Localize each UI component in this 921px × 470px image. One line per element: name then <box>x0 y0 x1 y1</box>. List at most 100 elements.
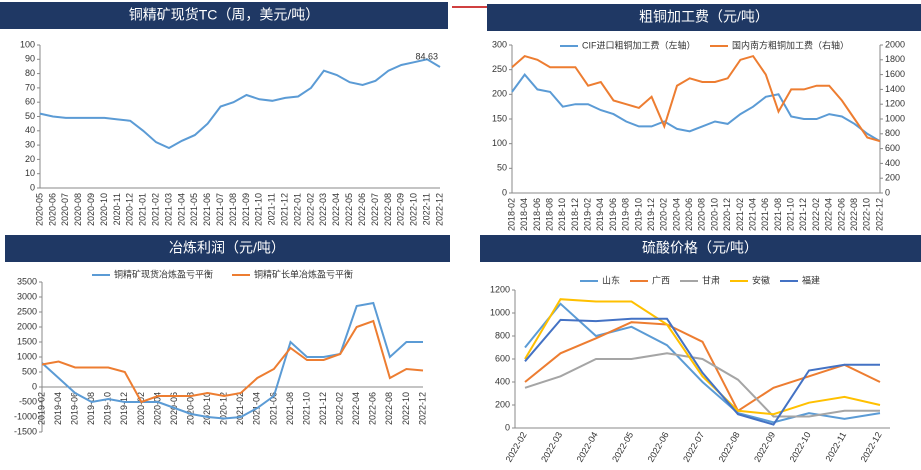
title-bar <box>5 235 450 262</box>
x-tick-label: 2022-03 <box>318 193 328 226</box>
x-tick-label: 2022-08 <box>384 392 394 425</box>
x-tick-label: 2021-02 <box>151 193 161 226</box>
legend-label: 安徽 <box>752 274 770 285</box>
x-tick-label: 2022-10 <box>401 392 411 425</box>
x-tick-label: 2022-04 <box>824 198 834 231</box>
y-tick-label: 0 <box>502 187 507 197</box>
x-tick-label: 2020-09 <box>86 193 96 226</box>
x-tick-label: 2021-04 <box>176 193 186 226</box>
x-tick-label: 2021-08 <box>228 193 238 226</box>
x-tick-label: 2021-10 <box>301 392 311 425</box>
x-tick-label: 2021-02 <box>735 198 745 231</box>
x-tick-label: 2022-07 <box>370 193 380 226</box>
legend-label: 山东 <box>602 274 620 285</box>
y2-tick-label: 800 <box>885 128 900 138</box>
chart-title: 硫酸价格（元/吨） <box>642 240 758 256</box>
y-tick-label: -500 <box>19 396 37 406</box>
y-tick-label: 1000 <box>490 307 510 317</box>
y-tick-label: 30 <box>25 139 35 149</box>
y2-tick-label: 1000 <box>885 113 905 123</box>
x-tick-label: 2020-02 <box>659 198 669 231</box>
x-tick-label: 2022-08 <box>849 198 859 231</box>
x-tick-label: 2022-06 <box>836 198 846 231</box>
y-tick-label: 600 <box>495 353 510 363</box>
x-tick-label: 2021-04 <box>747 198 757 231</box>
legend-label: 铜精矿现货冶炼盈亏平衡 <box>114 268 213 279</box>
x-tick-label: 2022-02 <box>335 392 345 425</box>
x-tick-label: 2019-12 <box>119 392 129 425</box>
y-tick-label: 0 <box>505 422 510 432</box>
y-tick-label: -1000 <box>14 411 37 421</box>
x-tick-label: 2022-05 <box>610 430 635 464</box>
title-bar <box>0 2 448 29</box>
y2-tick-label: 0 <box>885 187 890 197</box>
y-tick-label: 80 <box>25 68 35 78</box>
legend-label: CIF进口粗铜加工费（左轴） <box>582 39 696 50</box>
x-tick-label: 2021-12 <box>798 198 808 231</box>
x-tick-label: 2022-04 <box>351 392 361 425</box>
y-tick-label: 2500 <box>17 306 37 316</box>
x-tick-label: 2021-06 <box>202 193 212 226</box>
x-tick-label: 2022-04 <box>331 193 341 226</box>
x-tick-label: 2022-05 <box>344 193 354 226</box>
x-tick-label: 2022-02 <box>305 193 315 226</box>
y-tick-label: 40 <box>25 125 35 135</box>
y2-tick-label: 1200 <box>885 99 905 109</box>
x-tick-label: 2021-07 <box>215 193 225 226</box>
x-tick-label: 2021-06 <box>268 392 278 425</box>
y-tick-label: 20 <box>25 154 35 164</box>
x-tick-label: 2021-11 <box>267 193 277 225</box>
x-tick-label: 2022-11 <box>421 193 431 225</box>
y-tick-label: 0 <box>32 381 37 391</box>
y2-tick-label: 1400 <box>885 84 905 94</box>
y-tick-label: 1500 <box>17 336 37 346</box>
y-tick-label: 50 <box>25 111 35 121</box>
x-tick-label: 2021-09 <box>241 193 251 226</box>
x-tick-label: 2022-06 <box>646 430 671 464</box>
y2-tick-label: 400 <box>885 158 900 168</box>
x-tick-label: 2021-10 <box>786 198 796 231</box>
x-tick-label: 2018-02 <box>506 198 516 231</box>
x-tick-label: 2019-08 <box>621 198 631 231</box>
x-tick-label: 2020-06 <box>47 193 57 226</box>
x-tick-label: 2022-08 <box>717 430 742 464</box>
x-tick-label: 2020-05 <box>34 193 44 226</box>
y-tick-label: 400 <box>495 376 510 386</box>
x-tick-label: 2022-02 <box>811 198 821 231</box>
x-tick-label: 2018-08 <box>544 198 554 231</box>
y-tick-label: 50 <box>497 163 507 173</box>
y-tick-label: 90 <box>25 54 35 64</box>
series-line <box>524 317 880 426</box>
x-tick-label: 2022-10 <box>862 198 872 231</box>
series-line <box>511 72 881 143</box>
y-tick-label: 200 <box>492 89 507 99</box>
y2-tick-label: 600 <box>885 143 900 153</box>
y-tick-label: 0 <box>30 182 35 192</box>
chart-title: 铜精矿现货TC（周，美元/吨） <box>129 7 320 23</box>
x-tick-label: 2020-12 <box>125 193 135 226</box>
x-tick-label: 2021-08 <box>773 198 783 231</box>
series-line <box>41 301 423 420</box>
x-tick-label: 2022-03 <box>539 430 564 464</box>
legend-label: 铜精矿长单冶炼盈亏平衡 <box>254 268 353 279</box>
x-tick-label: 2022-12 <box>859 430 884 464</box>
y-tick-label: 100 <box>20 39 35 49</box>
x-tick-label: 2022-10 <box>409 193 419 226</box>
chart-title: 冶炼利润（元/吨） <box>169 240 285 256</box>
x-tick-label: 2019-04 <box>53 392 63 425</box>
x-tick-label: 2019-10 <box>633 198 643 231</box>
x-tick-label: 2018-06 <box>532 198 542 231</box>
y-tick-label: 2000 <box>17 321 37 331</box>
x-tick-label: 2020-04 <box>152 392 162 425</box>
y-tick-label: 1200 <box>490 284 510 294</box>
title-bar <box>487 4 921 31</box>
x-tick-label: 2019-06 <box>608 198 618 231</box>
series-line <box>524 321 881 413</box>
x-tick-label: 2021-03 <box>163 193 173 226</box>
x-tick-label: 2020-12 <box>219 392 229 425</box>
x-tick-label: 2022-12 <box>874 198 884 231</box>
series-line <box>41 319 424 404</box>
x-tick-label: 2021-08 <box>285 392 295 425</box>
y-tick-label: 500 <box>22 366 37 376</box>
